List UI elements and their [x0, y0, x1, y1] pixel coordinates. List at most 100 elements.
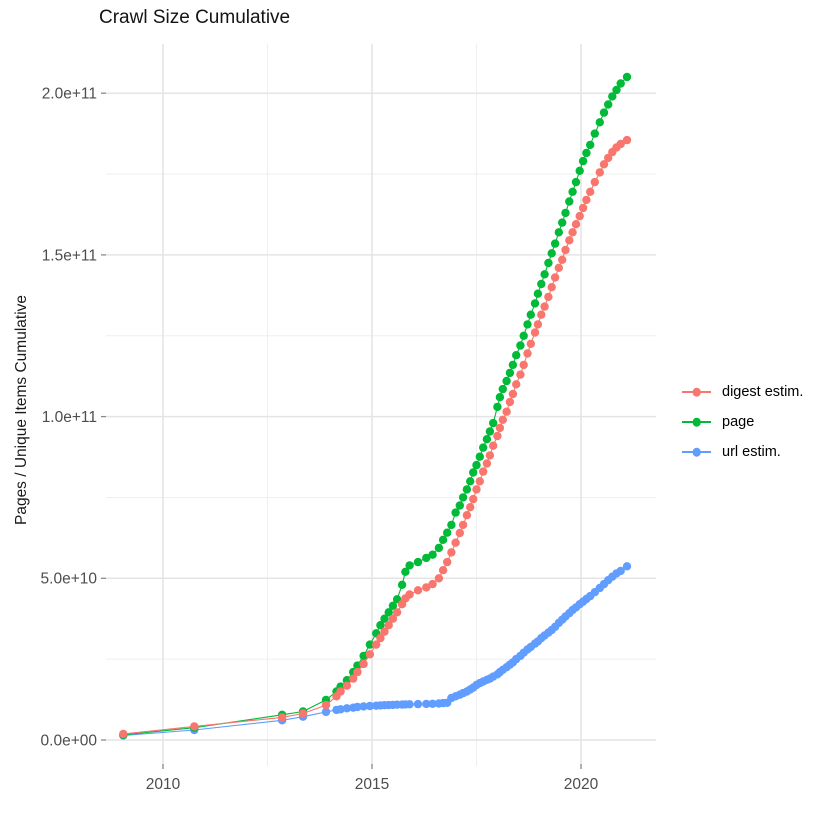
page-point: [384, 608, 393, 617]
digest-estim-point: [508, 389, 518, 399]
series-url-estim: [119, 562, 632, 740]
legend-label-page: page: [722, 414, 755, 430]
page-point: [458, 493, 468, 502]
legend-item: digest estim.: [682, 377, 803, 407]
digest-estim-point: [582, 195, 591, 205]
digest-estim-point: [498, 415, 507, 424]
digest-estim-point: [544, 292, 553, 302]
page-point: [359, 651, 368, 661]
page-point: [595, 118, 604, 127]
page-point: [472, 460, 481, 470]
digest-estim-point: [554, 263, 563, 272]
page-point: [428, 550, 437, 559]
page-point: [438, 535, 448, 544]
digest-estim-point: [533, 320, 543, 329]
page-point: [565, 197, 574, 206]
digest-estim-point: [321, 700, 331, 710]
page-point: [493, 402, 502, 412]
url-estim-line: [123, 565, 628, 737]
digest-estim-point: [438, 566, 448, 575]
url-estim-point: [616, 566, 625, 576]
digest-estim-point: [359, 659, 368, 669]
legend: digest estim. page url estim.: [682, 377, 803, 467]
x-tick-label: 2020: [564, 776, 599, 793]
page-point: [388, 601, 398, 610]
digest-estim-point: [485, 451, 495, 460]
digest-estim-point: [455, 528, 464, 538]
digest-estim-point: [595, 168, 604, 177]
digest-estim-point: [571, 220, 581, 229]
gridlines-minor: [106, 44, 656, 766]
x-tick-label: 2015: [355, 776, 389, 793]
digest-estim-point: [428, 579, 437, 589]
digest-estim-point: [380, 627, 389, 636]
digest-estim-point: [519, 360, 528, 370]
page-point: [616, 79, 625, 88]
url-estim-point: [359, 702, 368, 711]
digest-estim-point: [565, 236, 574, 245]
digest-estim-point: [466, 503, 475, 512]
digest-estim-point: [530, 328, 540, 337]
url-estim-point: [405, 700, 414, 709]
url-estim-point: [413, 699, 423, 709]
digest-estim-point: [479, 467, 488, 476]
page-point: [590, 129, 599, 138]
page-point: [523, 320, 532, 329]
page-point: [401, 567, 410, 576]
digest-estim-point: [458, 520, 468, 530]
digest-estim-point: [526, 339, 535, 348]
digest-estim-point: [353, 667, 362, 677]
page-point: [530, 299, 540, 308]
page-point: [599, 108, 609, 117]
page-point: [561, 208, 570, 218]
digest-estim-point: [622, 135, 632, 145]
page-point: [380, 614, 389, 623]
digest-estim-point: [190, 722, 199, 731]
page-point: [533, 289, 543, 298]
digest-estim-point: [349, 674, 358, 683]
page-point: [462, 485, 472, 494]
page-point: [469, 468, 478, 477]
digest-estim-point: [590, 177, 599, 187]
digest-estim-point: [119, 729, 128, 739]
digest-estim-point: [469, 494, 478, 504]
digest-estim-point: [599, 160, 609, 169]
page-point: [582, 148, 591, 158]
page-point: [604, 100, 613, 109]
y-tick-label: 1.5e+11: [42, 247, 97, 264]
digest-estim-point: [413, 586, 423, 595]
page-point: [447, 520, 456, 530]
page-point: [365, 640, 375, 649]
digest-estim-point: [365, 650, 375, 659]
page-point: [498, 384, 507, 394]
url-estim-point: [422, 699, 431, 709]
url-estim-point: [428, 699, 437, 708]
chart-title: Crawl Size Cumulative: [99, 7, 291, 28]
digest-estim-point: [392, 608, 402, 617]
page-point: [489, 418, 498, 428]
digest-estim-point: [561, 245, 570, 255]
digest-estim-point: [489, 441, 498, 450]
page-point: [612, 85, 621, 95]
digest-estim-point: [493, 431, 502, 441]
page-point: [540, 270, 549, 279]
axis-ticks: [101, 92, 582, 769]
digest-estim-point: [451, 538, 460, 547]
series-digest-estim: [119, 135, 632, 739]
legend-key-page-icon: [682, 416, 711, 428]
url-estim-point: [321, 707, 331, 717]
digest-estim-point: [512, 380, 521, 389]
page-point: [502, 376, 511, 386]
digest-estim-point: [384, 621, 393, 630]
digest-estim-point: [376, 633, 385, 643]
digest-estim-point: [475, 477, 484, 486]
legend-label-url-estim: url estim.: [722, 444, 781, 460]
page-point: [495, 393, 505, 402]
page-point: [512, 351, 521, 360]
y-tick-label: 0.0e+00: [41, 732, 98, 749]
y-tick-label: 1.0e+11: [42, 409, 97, 426]
digest-estim-point: [547, 283, 556, 292]
page-point: [547, 249, 556, 258]
page-point: [537, 279, 546, 289]
digest-estim-point: [472, 485, 481, 494]
